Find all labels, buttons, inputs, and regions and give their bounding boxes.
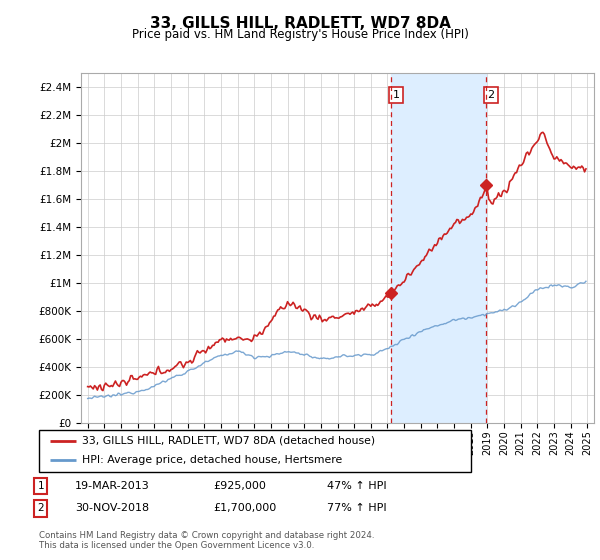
Text: Contains HM Land Registry data © Crown copyright and database right 2024.
This d: Contains HM Land Registry data © Crown c…	[39, 531, 374, 550]
Text: £925,000: £925,000	[213, 481, 266, 491]
Text: Price paid vs. HM Land Registry's House Price Index (HPI): Price paid vs. HM Land Registry's House …	[131, 28, 469, 41]
Text: 2: 2	[37, 503, 44, 514]
Text: 33, GILLS HILL, RADLETT, WD7 8DA (detached house): 33, GILLS HILL, RADLETT, WD7 8DA (detach…	[82, 436, 376, 446]
Text: 19-MAR-2013: 19-MAR-2013	[75, 481, 150, 491]
Text: 2: 2	[488, 90, 494, 100]
Text: 1: 1	[37, 481, 44, 491]
Text: 47% ↑ HPI: 47% ↑ HPI	[327, 481, 386, 491]
Text: £1,700,000: £1,700,000	[213, 503, 276, 514]
Text: 33, GILLS HILL, RADLETT, WD7 8DA: 33, GILLS HILL, RADLETT, WD7 8DA	[149, 16, 451, 31]
Text: 77% ↑ HPI: 77% ↑ HPI	[327, 503, 386, 514]
Bar	[391, 73, 486, 423]
Text: 1: 1	[392, 90, 400, 100]
Text: HPI: Average price, detached house, Hertsmere: HPI: Average price, detached house, Hert…	[82, 455, 343, 465]
Text: 30-NOV-2018: 30-NOV-2018	[75, 503, 149, 514]
